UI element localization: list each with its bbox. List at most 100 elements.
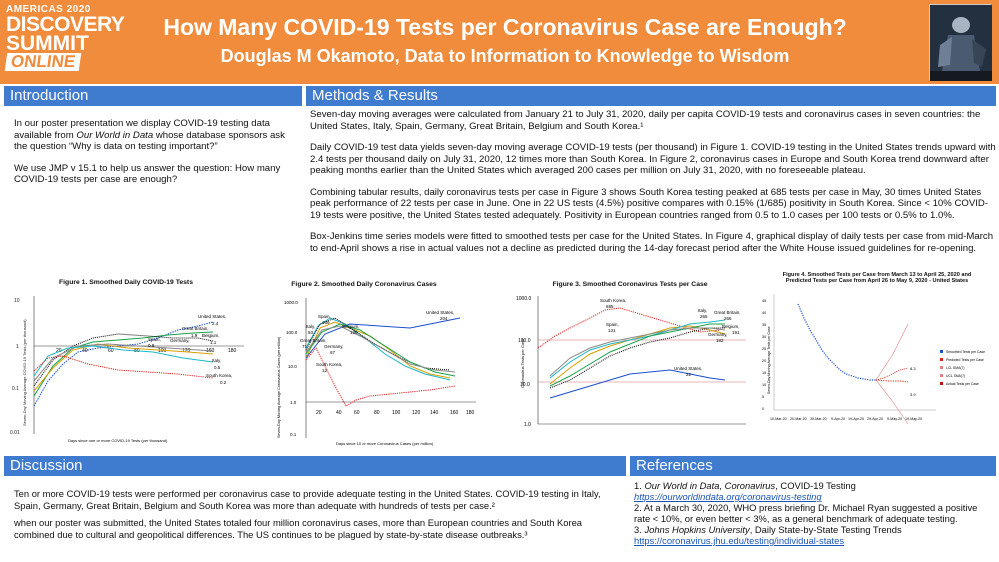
figure-4: Figure 4. Smoothed Tests per Case from M… [758, 272, 996, 444]
discussion-heading: Discussion [4, 456, 626, 476]
f4-legend-swatch [940, 358, 943, 361]
f2-label: South Korea, [316, 362, 342, 367]
ref1-source: Our World in Data, Coronavirus [644, 480, 776, 491]
f1-xtick: 20 [56, 348, 62, 354]
intro-p1-source: Our World in Data [76, 129, 154, 141]
f2-label: Spain, [318, 314, 331, 319]
author-image [929, 4, 992, 81]
figure-4-caption-line2: Predicted Tests per Case from April 26 t… [785, 278, 969, 284]
f1-ylabel: Seven-Day Moving Average COVID-19 Tests … [22, 319, 27, 426]
f4-xtick: 29-Apr-20 [867, 417, 883, 421]
f3-series-us [549, 369, 726, 399]
f4-legend-item: Smoothed Tests per Case [946, 350, 985, 354]
f4-ytick: 30 [762, 335, 766, 339]
f1-series-gb [33, 331, 214, 397]
f4-legend-swatch [940, 374, 943, 377]
f3-label: Germany, [708, 332, 727, 337]
f3-ytick: 100.0 [518, 338, 531, 344]
poster-subtitle: Douglas M Okamoto, Data to Information t… [220, 46, 790, 66]
methods-paragraph-1: Seven-day moving averages were calculate… [310, 109, 981, 132]
intro-paragraph-1: In our poster presentation we display CO… [14, 118, 299, 153]
f2-xtick: 180 [466, 410, 475, 416]
f1-label: 1.1 [210, 340, 217, 345]
f2-label: 71 [302, 344, 308, 349]
f2-label: 139 [350, 330, 358, 335]
f2-ytick: 1000.0 [284, 300, 298, 305]
ref1-link[interactable]: https://ourworldindata.org/coronavirus-t… [634, 491, 822, 502]
figure-3: Figure 3. Smoothed Coronavirus Tests per… [510, 281, 750, 451]
f4-xtick: 19-Apr-20 [848, 417, 864, 421]
f1-xtick: 40 [82, 348, 88, 354]
f2-label: Great Britain, [300, 338, 327, 343]
f3-ylabel: Coronavirus Tests per Case [520, 338, 525, 388]
f1-label: 1.9 [191, 333, 198, 338]
f3-label: United States, [674, 366, 702, 371]
f2-label: Belgium, [342, 324, 360, 329]
f3-ytick: 10.0 [520, 382, 530, 388]
f3-label: Belgium, [722, 324, 740, 329]
f4-xtick: 19-May-20 [905, 417, 922, 421]
f2-label: 169 [322, 320, 330, 325]
f1-ytick: 0.1 [12, 386, 19, 392]
f4-xtick: 9-Apr-20 [831, 417, 845, 421]
f2-xtick: 160 [450, 410, 459, 416]
intro-paragraph-2: We use JMP v 15.1 to help us answer the … [14, 162, 281, 186]
f2-label: 12 [322, 368, 328, 373]
figure-2-caption: Figure 2. Smoothed Daily Coronavirus Cas… [291, 281, 437, 288]
f1-series-us [33, 321, 214, 407]
f1-label: United States, [198, 314, 226, 319]
f4-legend-item: Actual Tests per Case [946, 382, 979, 386]
f2-series-italy [305, 317, 451, 381]
f4-legend-swatch [940, 350, 943, 353]
f3-ytick: 1.0 [524, 422, 531, 428]
f4-series-lcl [875, 379, 909, 425]
f4-legend-item: UCL SMA(7) [946, 374, 965, 378]
f4-series-ucl [875, 323, 909, 381]
f2-ytick: 1.0 [290, 400, 297, 405]
references-heading: References [630, 456, 996, 476]
reference-3: 3. Johns Hopkins University, Daily State… [634, 524, 994, 535]
discovery-summit-logo: AMERICAS 2020 DISCOVERY SUMMIT ONLINE [4, 4, 138, 78]
f3-label: Italy, [698, 308, 707, 313]
figure-1-caption: Figure 1. Smoothed Daily COVID-19 Tests [59, 279, 193, 286]
f2-series-germany [305, 325, 456, 373]
f1-series-spain [33, 343, 214, 392]
f1-label: Spain, [148, 337, 161, 342]
methods-heading: Methods & Results [306, 86, 996, 106]
warrior-figure-image [930, 5, 992, 81]
intro-p1-part1: In our poster presentation we display CO… [14, 118, 270, 141]
f2-ytick: 10.0 [288, 364, 297, 369]
f3-label: 191 [732, 330, 740, 335]
ref3-link[interactable]: https://coronavirus.jhu.edu/testing/indi… [634, 535, 845, 546]
figure-1: Figure 1. Smoothed Daily COVID-19 Tests … [8, 279, 244, 449]
f4-ytick: 45 [762, 299, 766, 303]
f4-ytick: 25 [762, 347, 766, 351]
f3-series-belgium [549, 327, 725, 389]
f4-ytick: 40 [762, 311, 766, 315]
f1-label: 0.2 [220, 380, 227, 385]
f1-series-germany [33, 343, 214, 382]
f2-series-south-korea [305, 347, 456, 407]
reference-2: 2. At a March 30, 2020, WHO press briefi… [634, 502, 978, 524]
ref3-number: 3. [634, 524, 645, 535]
f2-label: United States, [426, 310, 454, 315]
f4-xtick: 20-Mar-20 [790, 417, 807, 421]
f4-ylabel: Seven-Day Moving Average Tests per Case [767, 326, 771, 394]
f1-xlabel: Days since one or more COVID-19 Tests (p… [68, 438, 168, 443]
f3-ytick: 1000.0 [516, 296, 532, 302]
f2-xlabel: Days since 10 or more Coronavirus Cases … [336, 441, 434, 446]
logo-line3: ONLINE [4, 52, 82, 71]
f2-xtick: 80 [374, 410, 380, 416]
f4-legend-item: LCL SMA(7) [946, 366, 965, 370]
methods-paragraph-4: Box-Jenkins time series models were fitt… [310, 231, 994, 254]
f3-label: 266 [724, 316, 732, 321]
figure-2-chart: 1000.0 100.0 10.0 1.0 0.1 Seven-Day Movi… [277, 298, 476, 446]
f1-label: Belgium, [202, 333, 220, 338]
f1-ytick: 0.01 [10, 430, 20, 436]
f1-label: Germany, [170, 338, 189, 343]
f1-label: 2.4 [212, 321, 219, 326]
f2-xtick: 140 [430, 410, 439, 416]
f4-legend-swatch [940, 366, 943, 369]
f2-label: 204 [440, 316, 448, 321]
f1-label: South Korea, [206, 373, 232, 378]
